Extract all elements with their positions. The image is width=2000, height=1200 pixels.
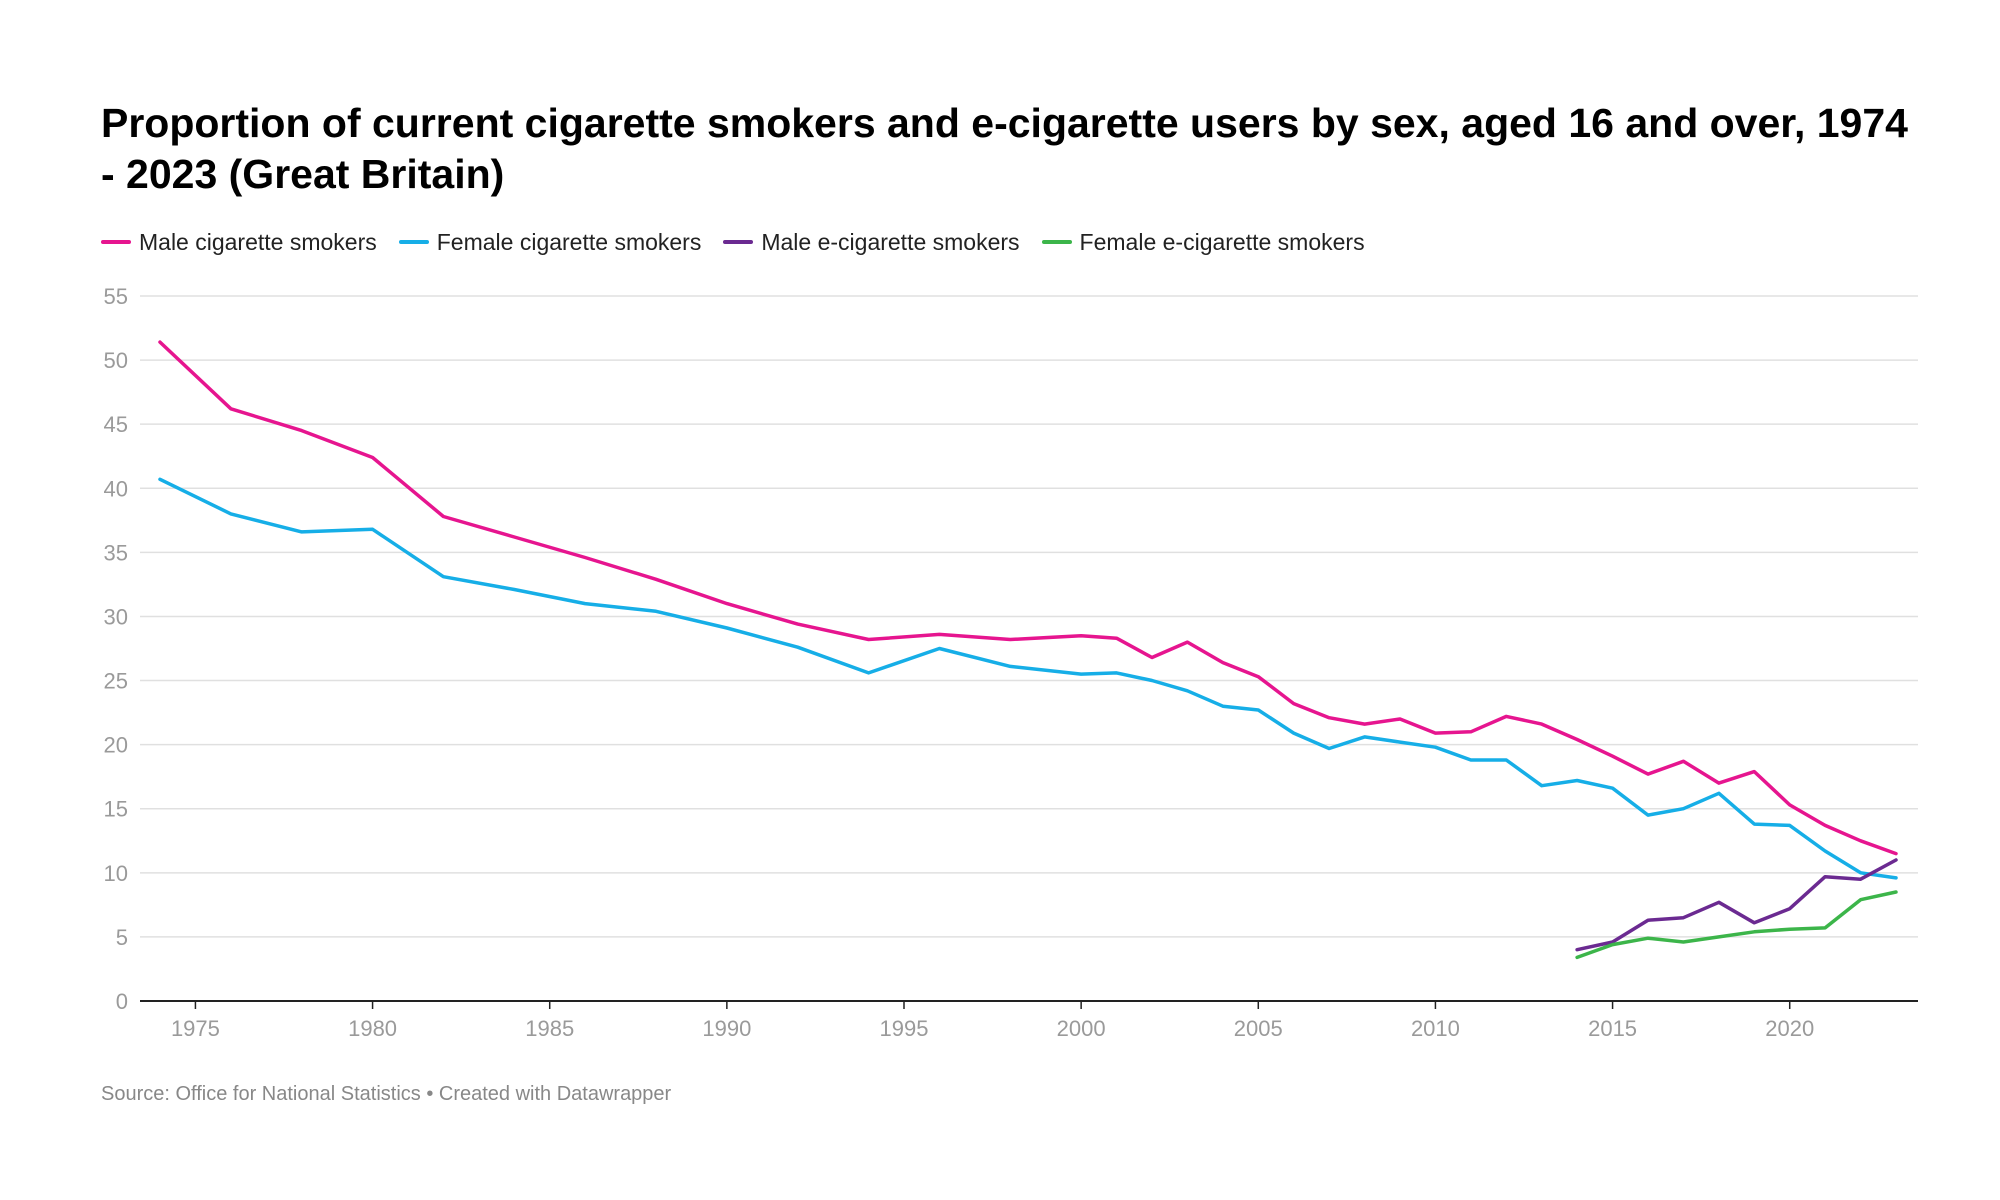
legend-swatch (1041, 240, 1072, 244)
legend-label: Male e-cigarette smokers (761, 228, 1020, 255)
legend-label: Male cigarette smokers (139, 228, 377, 255)
x-tick-label-2000: 2000 (1057, 1016, 1106, 1041)
legend-label: Female cigarette smokers (436, 228, 702, 255)
series-line-male-e-cigarette-smokers (1575, 858, 1898, 952)
legend-item: Male e-cigarette smokers (723, 228, 1020, 256)
y-tick-label-15: 15 (104, 797, 128, 822)
x-tick-label-1995: 1995 (880, 1016, 929, 1041)
x-tick-label-1990: 1990 (702, 1016, 751, 1041)
y-tick-label-10: 10 (104, 861, 128, 886)
y-tick-label-25: 25 (104, 669, 128, 694)
y-tick-label-20: 20 (104, 733, 128, 758)
x-tick-label-1975: 1975 (171, 1016, 220, 1041)
series-line-female-e-cigarette-smokers (1575, 890, 1898, 960)
y-tick-label-30: 30 (104, 604, 128, 629)
legend-swatch (398, 240, 429, 244)
legend-item: Female e-cigarette smokers (1041, 228, 1365, 256)
y-tick-label-35: 35 (104, 540, 128, 565)
x-tick-label-2005: 2005 (1234, 1016, 1283, 1041)
x-tick-label-1985: 1985 (525, 1016, 574, 1041)
x-tick-label-2010: 2010 (1411, 1016, 1460, 1041)
legend-swatch (101, 240, 131, 244)
chart-legend: Male cigarette smokers Female cigarette s… (101, 225, 1387, 259)
x-tick-label-2020: 2020 (1765, 1016, 1814, 1041)
y-tick-label-45: 45 (104, 412, 128, 437)
legend-item: Female cigarette smokers (398, 228, 702, 256)
legend-item: Male cigarette smokers (101, 229, 377, 256)
series-line-female-cigarette-smokers (158, 477, 1898, 880)
y-tick-label-5: 5 (116, 925, 128, 950)
chart-title: Proportion of current cigarette smokers … (101, 100, 1908, 197)
x-tick-label-1980: 1980 (348, 1016, 397, 1041)
y-tick-label-55: 55 (104, 284, 128, 309)
y-tick-label-0: 0 (116, 989, 128, 1014)
source-note: Source: Office for National Statistics •… (101, 1083, 672, 1105)
x-tick-label-2015: 2015 (1588, 1016, 1637, 1041)
y-tick-label-40: 40 (104, 476, 128, 501)
legend-label: Female e-cigarette smokers (1079, 228, 1365, 255)
legend-swatch (723, 240, 754, 244)
series-line-male-cigarette-smokers (158, 340, 1898, 856)
y-tick-label-50: 50 (104, 348, 128, 373)
